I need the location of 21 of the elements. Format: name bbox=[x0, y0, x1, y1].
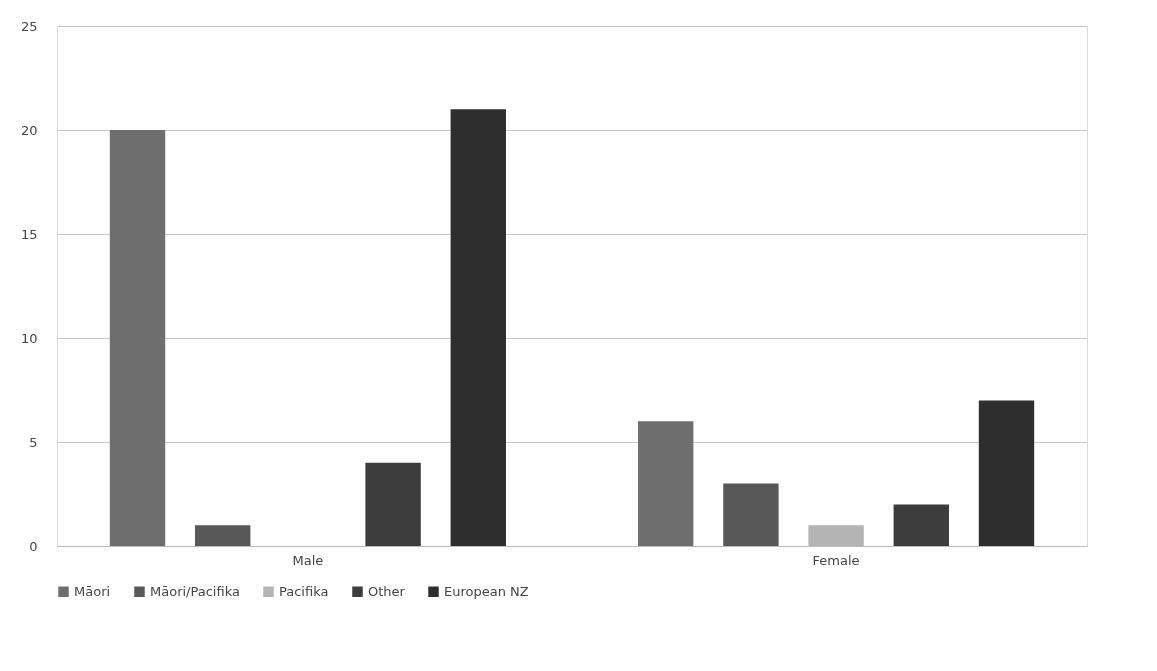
legend-label: Other bbox=[368, 583, 406, 599]
legend-label: Māori bbox=[74, 583, 111, 599]
y-tick-label: 20 bbox=[20, 122, 38, 138]
bar bbox=[109, 130, 166, 546]
legend-label: Pacifika bbox=[279, 583, 329, 599]
y-tick-label: 5 bbox=[29, 434, 38, 450]
y-tick-label: 15 bbox=[20, 226, 38, 242]
y-tick-label: 10 bbox=[20, 330, 38, 346]
bar bbox=[723, 483, 779, 546]
bar bbox=[450, 109, 506, 546]
y-tick-label: 0 bbox=[29, 538, 38, 554]
y-tick-label: 25 bbox=[20, 18, 38, 34]
bar bbox=[638, 421, 694, 546]
x-tick-label: Female bbox=[812, 552, 860, 568]
bar bbox=[893, 504, 949, 546]
x-tick-label: Male bbox=[292, 552, 324, 568]
bar bbox=[365, 462, 421, 546]
legend-label: Māori/Pacifika bbox=[150, 583, 240, 599]
bar bbox=[195, 525, 251, 546]
bar bbox=[978, 400, 1035, 546]
legend-label: European NZ bbox=[444, 583, 529, 599]
